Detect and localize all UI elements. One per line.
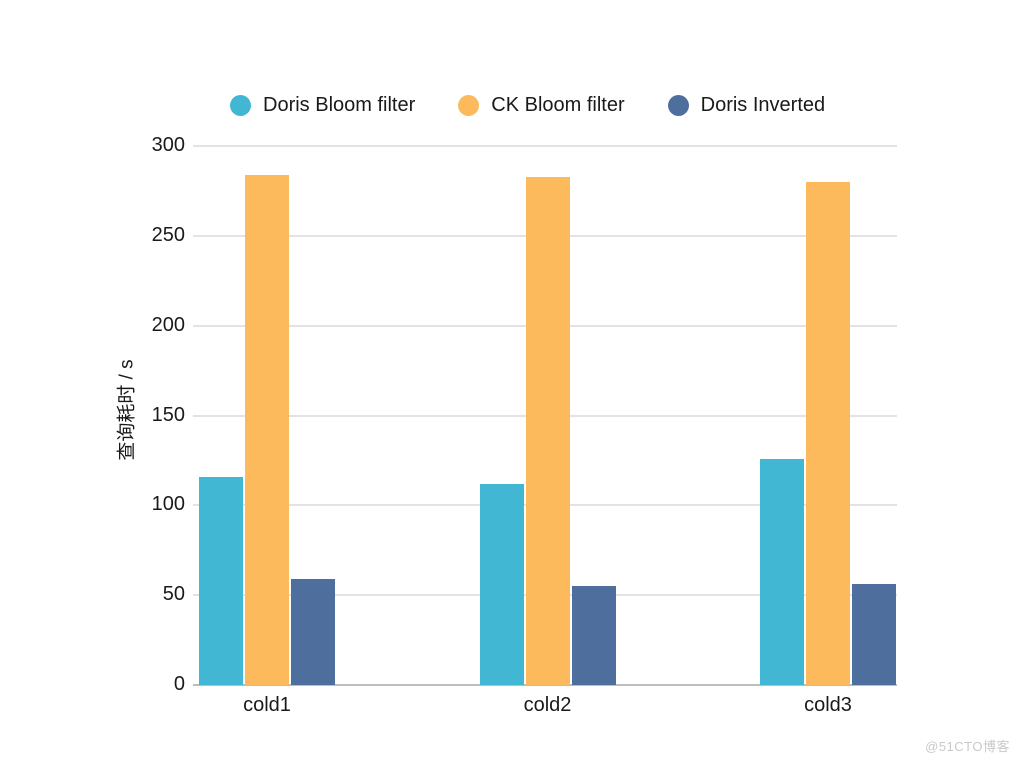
x-tick-cold3: cold3 bbox=[804, 694, 852, 716]
legend-label: Doris Inverted bbox=[700, 94, 826, 116]
legend-dot-icon bbox=[667, 95, 689, 116]
gridline-300 bbox=[193, 145, 897, 147]
legend-item-3: Doris Inverted bbox=[667, 94, 826, 117]
y-axis-tick-labels: 0 50 100 150 200 250 300 bbox=[0, 0, 185, 768]
bar-cold2-series-2 bbox=[525, 176, 570, 685]
legend-label: Doris Bloom filter bbox=[263, 94, 416, 116]
y-tick-250: 250 bbox=[151, 223, 185, 246]
bar-cold2-series-3 bbox=[571, 586, 616, 685]
y-tick-0: 0 bbox=[173, 673, 185, 695]
legend-label: CK Bloom filter bbox=[491, 94, 625, 116]
bar-cold1-series-3 bbox=[291, 578, 335, 685]
legend-dot-icon bbox=[230, 95, 251, 116]
bar-cold2-series-1 bbox=[479, 483, 524, 685]
y-tick-100: 100 bbox=[151, 493, 185, 516]
bar-cold1-series-1 bbox=[199, 476, 243, 685]
legend-dot-icon bbox=[458, 95, 480, 116]
legend-item-1: Doris Bloom filter bbox=[230, 94, 415, 117]
chart-legend: Doris Bloom filter CK Bloom filter Doris I… bbox=[230, 94, 825, 117]
plot-area bbox=[193, 145, 897, 686]
bar-cold3-series-3 bbox=[852, 584, 896, 685]
x-axis-line bbox=[193, 684, 897, 686]
y-tick-150: 150 bbox=[151, 403, 185, 426]
y-axis-title: 查询耗时 / s bbox=[116, 359, 138, 461]
x-tick-cold2: cold2 bbox=[523, 694, 572, 716]
bar-cold1-series-2 bbox=[245, 174, 289, 685]
y-tick-50: 50 bbox=[162, 583, 185, 606]
watermark-text: @51CTO博客 bbox=[925, 739, 1010, 754]
y-tick-200: 200 bbox=[151, 313, 185, 336]
bar-cold3-series-1 bbox=[760, 458, 804, 685]
y-tick-300: 300 bbox=[151, 134, 185, 156]
bar-cold3-series-2 bbox=[806, 181, 850, 685]
legend-item-2: CK Bloom filter bbox=[458, 94, 625, 117]
x-tick-cold1: cold1 bbox=[243, 694, 291, 716]
